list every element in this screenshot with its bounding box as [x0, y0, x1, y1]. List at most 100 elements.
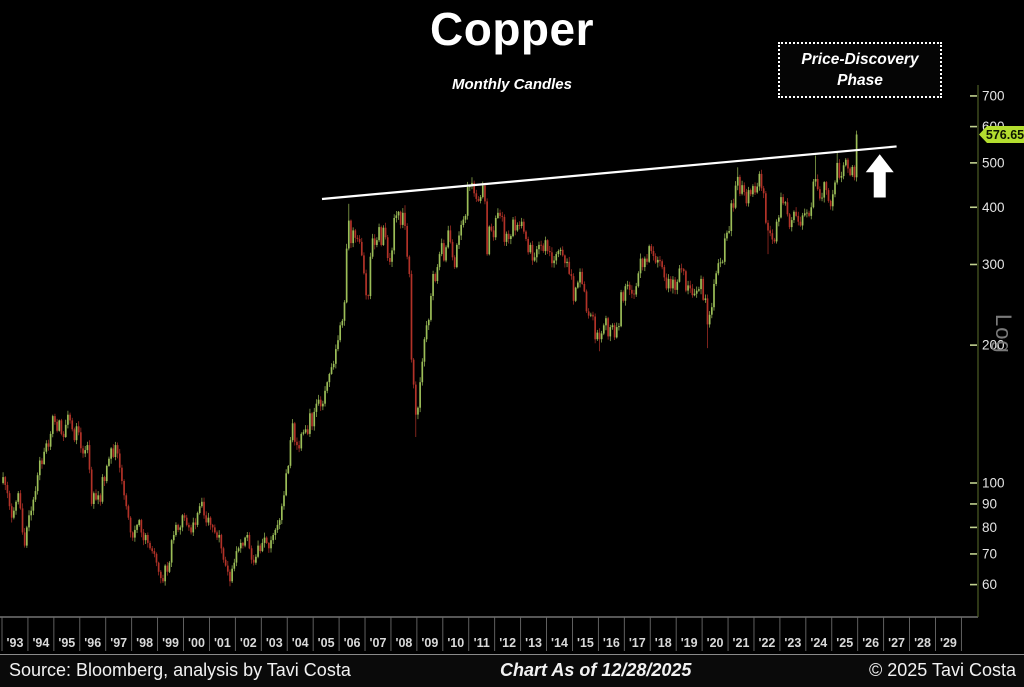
candle-body: [211, 524, 214, 528]
annotation-line-2: Phase: [837, 72, 883, 89]
x-tick-label: '04: [292, 636, 309, 650]
candle-body: [730, 203, 733, 231]
candle-body: [628, 284, 631, 290]
candle-body: [272, 535, 275, 541]
candle-body: [752, 186, 754, 195]
candle-body: [635, 286, 638, 295]
candle-body: [745, 191, 748, 204]
candle-body: [367, 295, 370, 297]
candle-body: [140, 520, 143, 533]
candle-body: [276, 524, 279, 530]
candle-body: [605, 318, 607, 326]
candle-body: [317, 399, 320, 404]
candle-body: [421, 361, 424, 383]
candle-body: [175, 524, 177, 535]
x-tick-label: '01: [214, 636, 231, 650]
candle-body: [430, 296, 432, 320]
candle-body: [622, 292, 625, 301]
x-tick-label: '13: [525, 636, 542, 650]
candle-body: [594, 316, 596, 340]
candle-body: [842, 165, 845, 177]
y-tick-label: 60: [982, 577, 997, 592]
candle-body: [80, 432, 82, 449]
candle-body: [464, 215, 467, 220]
x-tick-label: '95: [58, 636, 75, 650]
candle-body: [283, 495, 285, 507]
candle-body: [551, 252, 553, 264]
candle-body: [585, 291, 588, 312]
candle-body: [23, 532, 26, 546]
candle-body: [116, 445, 119, 454]
y-tick-label: 70: [982, 546, 997, 561]
candle-body: [726, 232, 728, 239]
candle-body: [242, 542, 244, 546]
candle-body: [19, 493, 22, 509]
candle-body: [302, 432, 305, 434]
candle-body: [73, 429, 76, 441]
candle-body: [432, 274, 434, 296]
candle-body: [21, 508, 24, 533]
candle-body: [220, 535, 223, 549]
candle-body: [125, 495, 128, 507]
candle-body: [514, 219, 517, 231]
candle-body: [451, 241, 454, 258]
x-tick-label: '24: [810, 636, 827, 650]
last-price-tag: [979, 126, 1024, 144]
candle-body: [520, 221, 523, 226]
candle-body: [564, 255, 566, 264]
candle-body: [105, 465, 108, 482]
chart-as-of-date: Chart As of 12/28/2025: [500, 660, 692, 680]
candle-body: [479, 197, 482, 201]
candle-body: [345, 248, 348, 303]
candle-body: [401, 212, 404, 225]
candle-body: [168, 562, 171, 572]
candle-body: [138, 520, 141, 525]
candle-body: [663, 267, 666, 278]
x-tick-label: '11: [474, 636, 490, 650]
candle-body: [676, 281, 679, 290]
candle-body: [164, 565, 166, 582]
resistance-trendline: [321, 145, 897, 201]
candle-body: [618, 326, 620, 328]
candle-body: [222, 548, 225, 560]
candle-body: [538, 244, 540, 250]
candle-body: [449, 230, 452, 242]
candle-body: [844, 159, 847, 166]
candle-body: [26, 527, 28, 546]
candle-body: [715, 273, 718, 284]
candle-body: [153, 551, 156, 554]
y-tick-label: 100: [982, 476, 1005, 491]
candle-body: [691, 288, 694, 296]
candle-body: [358, 239, 361, 242]
candle-body: [369, 256, 372, 296]
candle-body: [425, 325, 428, 340]
candle-body: [194, 522, 197, 525]
candle-body: [274, 529, 277, 535]
candle-body: [510, 236, 512, 239]
candle-body: [631, 289, 633, 294]
candle-body: [799, 221, 802, 226]
candle-body: [639, 258, 642, 274]
candle-body: [75, 426, 78, 441]
candle-body: [218, 535, 221, 538]
x-tick-label: '21: [733, 636, 750, 650]
candle-body: [680, 268, 683, 270]
candle-body: [494, 218, 497, 238]
candle-body: [533, 257, 536, 261]
x-tick-label: '10: [447, 636, 464, 650]
candle-body: [278, 520, 281, 525]
candle-body: [237, 548, 240, 552]
candle-body: [360, 241, 363, 256]
candle-body: [607, 318, 609, 337]
candle-body: [51, 416, 54, 434]
candle-body: [656, 259, 659, 263]
candle-body: [49, 433, 52, 447]
candle-body: [203, 501, 205, 516]
candle-body: [704, 298, 707, 300]
candle-body: [579, 271, 581, 283]
candle-body: [181, 515, 184, 528]
candle-body: [667, 278, 670, 289]
candle-body: [58, 420, 61, 431]
candle-body: [771, 233, 774, 240]
candle-body: [34, 491, 37, 500]
